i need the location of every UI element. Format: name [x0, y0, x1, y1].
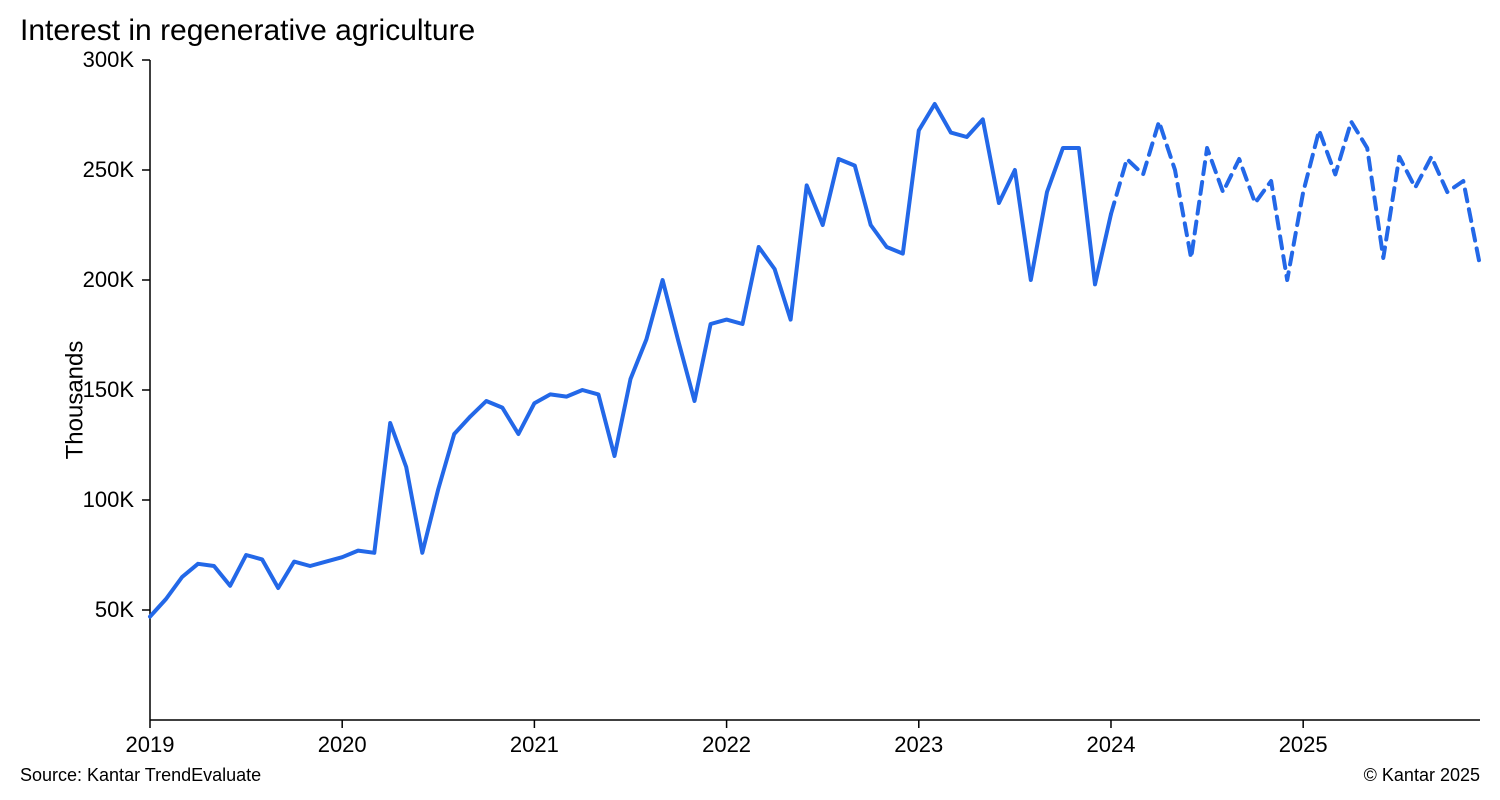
x-tick-label: 2020 — [318, 732, 367, 758]
line-chart-plot — [0, 0, 1500, 800]
y-tick-label: 200K — [64, 267, 134, 293]
y-tick-label: 300K — [64, 47, 134, 73]
y-tick-label: 50K — [64, 597, 134, 623]
x-tick-label: 2021 — [510, 732, 559, 758]
x-tick-label: 2024 — [1086, 732, 1135, 758]
y-tick-label: 100K — [64, 487, 134, 513]
chart-container: { "chart": { "type": "line", "title": "I… — [0, 0, 1500, 800]
x-tick-label: 2023 — [894, 732, 943, 758]
forecast-series-line — [1111, 122, 1479, 280]
y-tick-label: 250K — [64, 157, 134, 183]
x-tick-label: 2019 — [126, 732, 175, 758]
x-tick-label: 2025 — [1279, 732, 1328, 758]
historical-series-line — [150, 104, 1111, 617]
x-tick-label: 2022 — [702, 732, 751, 758]
y-tick-label: 150K — [64, 377, 134, 403]
